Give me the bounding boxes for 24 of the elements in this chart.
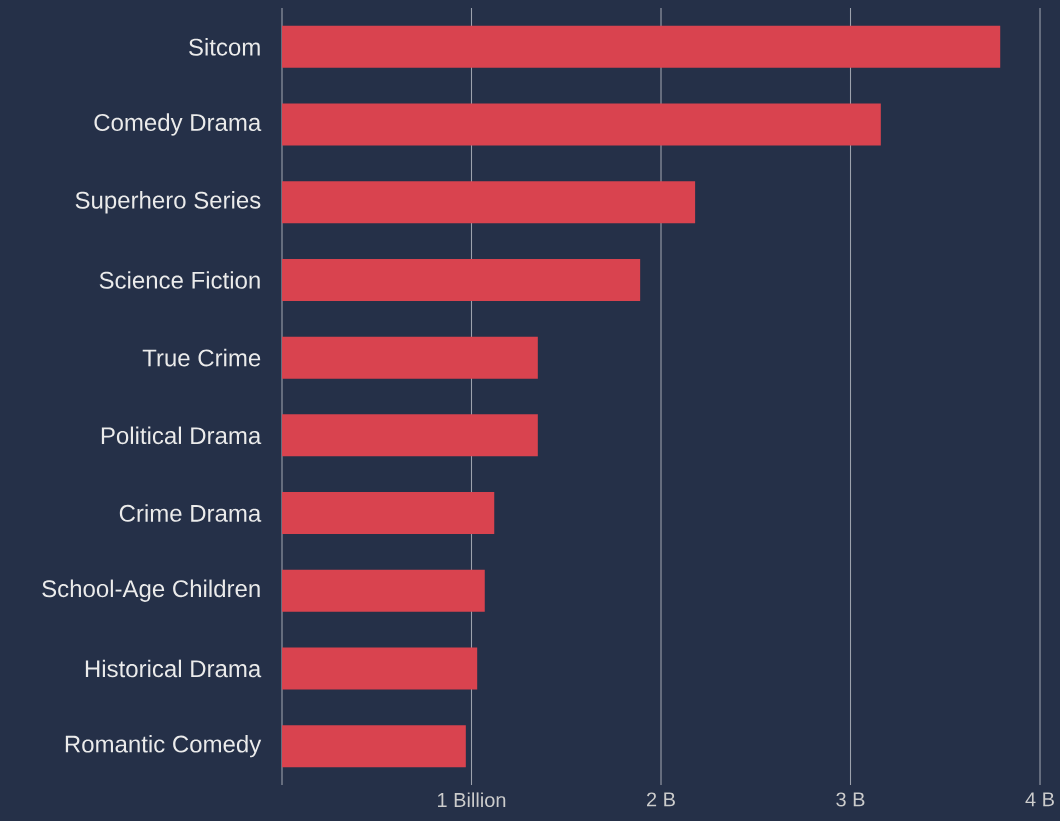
bar (282, 103, 881, 146)
x-tick-label: 2 B (647, 792, 675, 807)
bar (282, 414, 538, 457)
bar (282, 336, 538, 379)
y-tick-label: Superhero Series (75, 191, 261, 214)
bar (282, 25, 1001, 68)
bar (282, 258, 641, 301)
y-tick-label: Crime Drama (119, 504, 262, 522)
y-tick-label: Comedy Drama (94, 113, 262, 136)
bar (282, 492, 495, 535)
y-tick-label: Science Fiction (99, 271, 260, 289)
x-tick-label: 3 B (836, 792, 865, 807)
bar (282, 725, 466, 768)
bar (282, 647, 478, 690)
y-tick-label: Sitcom (189, 38, 260, 56)
x-tick-label: 1 Billion (438, 792, 506, 808)
y-tick-label: School-Age Children (42, 579, 260, 602)
y-tick-label: Historical Drama (85, 659, 262, 678)
y-tick-label: True Crime (142, 348, 261, 367)
x-tick-label: 4 B (1025, 792, 1054, 807)
bar (282, 569, 485, 612)
y-tick-label: Political Drama (101, 426, 262, 445)
bar (282, 181, 696, 224)
y-tick-label: Romantic Comedy (65, 734, 262, 758)
